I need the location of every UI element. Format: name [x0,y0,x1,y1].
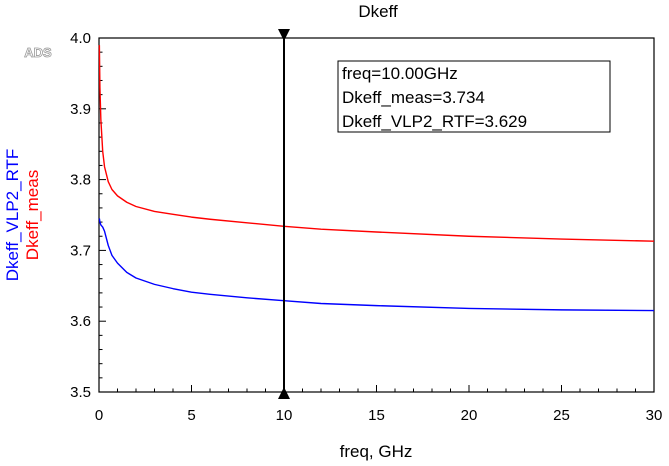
plot-frame [98,37,655,393]
x-axis-label: freq, GHz [340,442,413,461]
y-axis-label: Dkeff_meas [23,170,42,260]
y-axis-label: Dkeff_VLP2_RTF [3,149,22,282]
readout-meas: Dkeff_meas=3.734 [342,88,485,107]
x-tick-label: 0 [95,407,103,424]
readout-vlp2: Dkeff_VLP2_RTF=3.629 [342,112,527,131]
y-tick-label: 3.7 [70,242,91,259]
series-lines [98,45,655,312]
marker-readout-frame [337,60,611,133]
ads-watermark: ADS [24,45,52,60]
x-tick-label: 30 [646,407,663,424]
x-tick-label: 20 [461,407,478,424]
x-tick-labels: 0 5 10 15 20 25 30 [95,407,663,424]
x-tick-label: 25 [553,407,570,424]
x-tick-label: 15 [368,407,385,424]
y-tick-label: 3.5 [70,384,91,401]
readout-freq: freq=10.00GHz [342,64,458,83]
marker-top-triangle-icon[interactable] [278,29,290,41]
y-tick-label: 4.0 [70,30,91,47]
series-line-dkeff-vlp2-rtf [98,218,655,312]
series-line-dkeff-meas [98,45,655,242]
y-tick-label: 3.9 [70,101,91,118]
x-tick-label: 10 [276,407,293,424]
marker-readout-box: freq=10.00GHz Dkeff_meas=3.734 Dkeff_VLP… [337,60,611,133]
frequency-marker[interactable] [278,29,290,399]
x-tick-label: 5 [187,407,195,424]
y-tick-labels: 3.5 3.6 3.7 3.8 3.9 4.0 [70,30,91,401]
y-tick-label: 3.6 [70,313,91,330]
chart-title: Dkeff [358,2,398,21]
y-axis-labels: Dkeff_VLP2_RTF Dkeff_meas [3,149,42,282]
marker-bottom-triangle-icon[interactable] [278,387,290,399]
y-tick-label: 3.8 [70,172,91,189]
